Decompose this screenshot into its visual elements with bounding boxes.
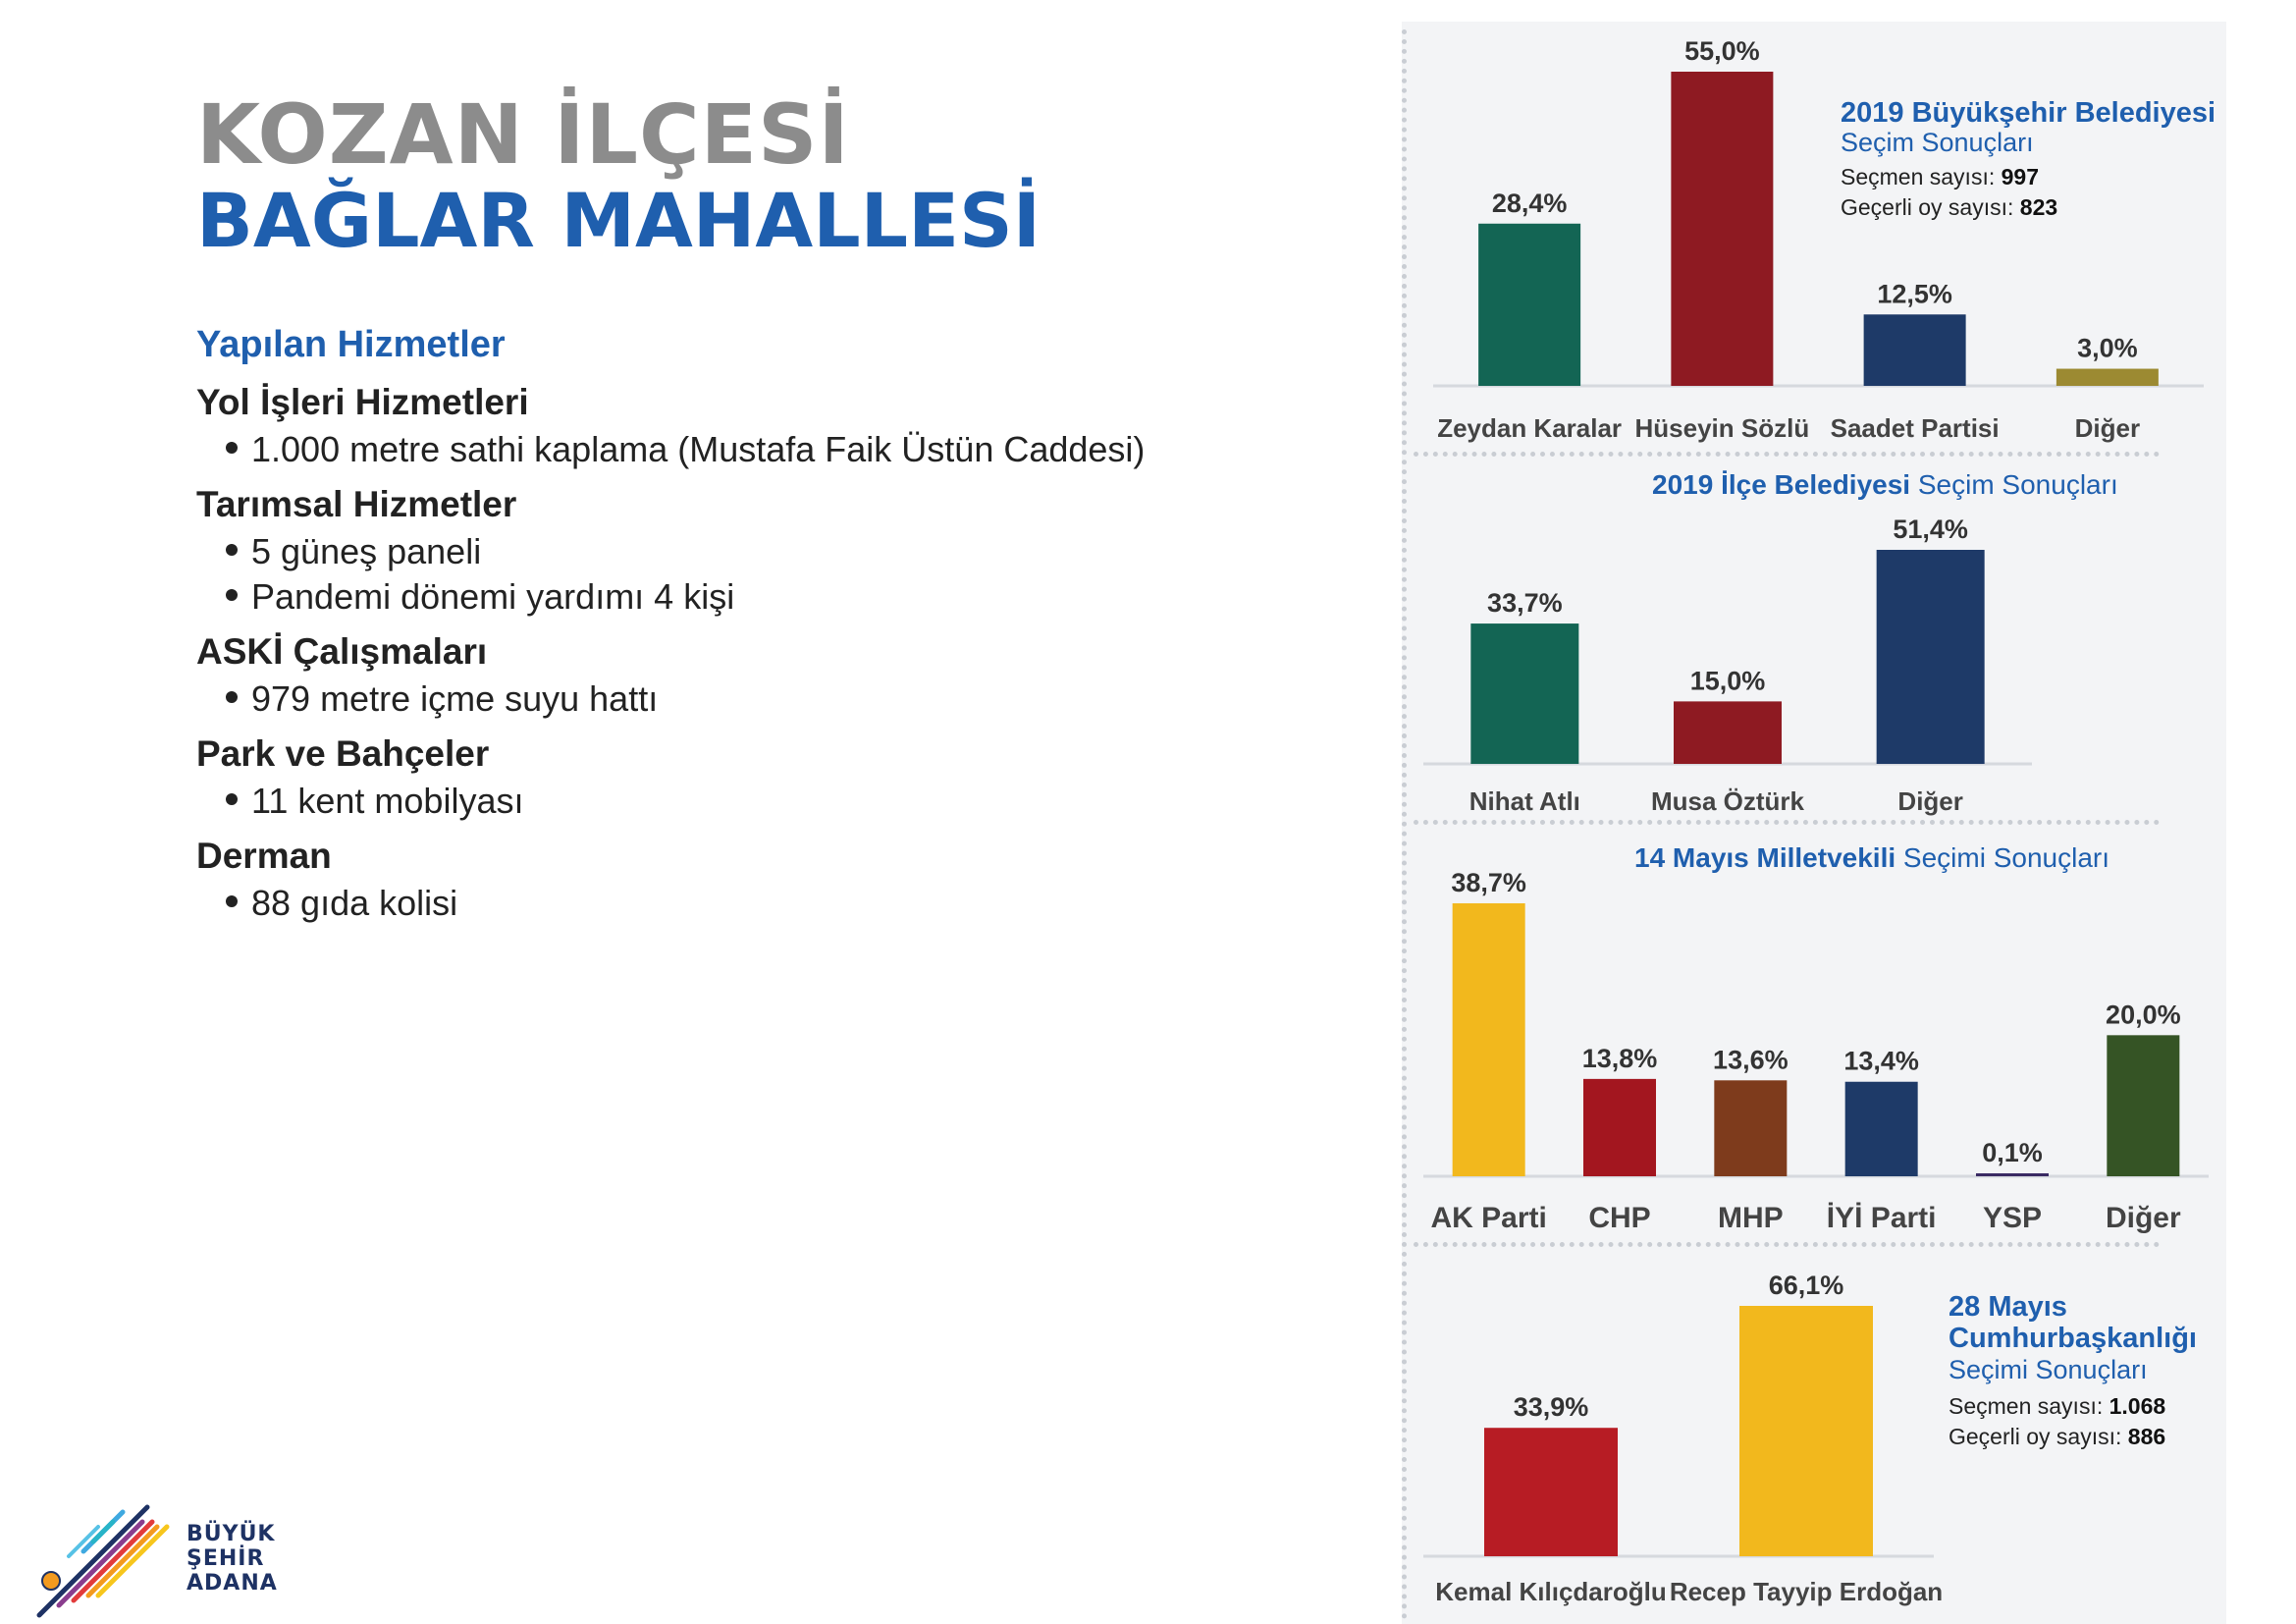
bullet-icon bbox=[226, 442, 238, 455]
services-list: Yol İşleri Hizmetleri 1.000 metre sathi k… bbox=[196, 378, 1276, 926]
service-item-text: 88 gıda kolisi bbox=[251, 883, 458, 923]
logo-text-line2: ŞEHİR bbox=[187, 1546, 265, 1571]
chart-category-label: Recep Tayyip Erdoğan bbox=[1670, 1577, 1943, 1606]
chart-bar bbox=[1470, 623, 1579, 764]
chart-category-label: Diğer bbox=[2075, 413, 2140, 443]
chart-subtitle: Seçim Sonuçları bbox=[1841, 128, 2034, 157]
service-category: Tarımsal Hizmetler 5 güneş paneli Pandemi … bbox=[196, 480, 1276, 620]
logo: BÜYÜK ŞEHİR ADANA bbox=[29, 1483, 277, 1620]
chart-value-label: 0,1% bbox=[1982, 1138, 2043, 1167]
chart-bar bbox=[1876, 550, 1985, 764]
service-item-text: Pandemi dönemi yardımı 4 kişi bbox=[251, 576, 735, 617]
chart-category-label: Kemal Kılıçdaroğlu bbox=[1435, 1577, 1667, 1606]
chart-bar bbox=[1484, 1428, 1618, 1556]
chart-category-label: AK Parti bbox=[1430, 1202, 1546, 1234]
chart-bar bbox=[1452, 903, 1525, 1176]
chart-bar bbox=[2107, 1035, 2180, 1176]
chart-bar bbox=[1674, 701, 1782, 764]
chart-bar bbox=[2056, 368, 2159, 386]
chart-title: 14 Mayıs Milletvekili Seçimi Sonuçları bbox=[1634, 842, 2109, 873]
chart-category-label: Hüseyin Sözlü bbox=[1635, 413, 1810, 443]
page-title-line1: KOZAN İLÇESİ bbox=[196, 86, 850, 183]
page-title-line2: BAĞLAR MAHALLESİ bbox=[196, 177, 1041, 264]
service-item: Pandemi dönemi yardımı 4 kişi bbox=[196, 574, 1276, 620]
chart-bar bbox=[1583, 1078, 1656, 1176]
service-category: Derman 88 gıda kolisi bbox=[196, 832, 1276, 926]
chart-value-label: 3,0% bbox=[2077, 334, 2138, 363]
service-category-title: Yol İşleri Hizmetleri bbox=[196, 382, 529, 422]
services-section: Yapılan Hizmetler Yol İşleri Hizmetleri 1… bbox=[196, 324, 1276, 934]
panel-divider bbox=[1402, 29, 1407, 1620]
service-item-text: 979 metre içme suyu hattı bbox=[251, 678, 659, 719]
logo-mark bbox=[36, 1504, 170, 1618]
chart-category-label: Diğer bbox=[1897, 786, 1962, 816]
service-item: 11 kent mobilyası bbox=[196, 779, 1276, 824]
chart-category-label: MHP bbox=[1718, 1202, 1784, 1234]
chart-bar bbox=[1976, 1173, 2049, 1176]
chart-value-label: 13,6% bbox=[1713, 1045, 1789, 1074]
chart-value-label: 20,0% bbox=[2106, 1000, 2181, 1029]
chart-value-label: 33,9% bbox=[1514, 1392, 1589, 1422]
logo-text-line3: ADANA bbox=[187, 1571, 278, 1596]
chart-bar bbox=[1863, 314, 1966, 386]
service-category: Yol İşleri Hizmetleri 1.000 metre sathi k… bbox=[196, 378, 1276, 472]
chart-category-label: CHP bbox=[1588, 1202, 1650, 1234]
chart-value-label: 51,4% bbox=[1893, 514, 1968, 544]
chart-category-label: Diğer bbox=[2106, 1202, 2181, 1234]
bullet-icon bbox=[226, 589, 238, 602]
service-item: 5 güneş paneli bbox=[196, 529, 1276, 574]
services-heading: Yapılan Hizmetler bbox=[196, 324, 506, 365]
service-category-title: Park ve Bahçeler bbox=[196, 733, 490, 774]
service-item-text: 1.000 metre sathi kaplama (Mustafa Faik … bbox=[251, 429, 1146, 469]
service-item-text: 5 güneş paneli bbox=[251, 531, 482, 571]
chart-value-label: 66,1% bbox=[1769, 1271, 1844, 1300]
chart-value-label: 28,4% bbox=[1492, 189, 1568, 218]
chart-info: Geçerli oy sayısı: 886 bbox=[1949, 1424, 2165, 1449]
chart-separator-1 bbox=[1414, 452, 2160, 457]
chart-category-label: Zeydan Karalar bbox=[1437, 413, 1622, 443]
chart-bar bbox=[1844, 1081, 1918, 1176]
logo-text-line1: BÜYÜK bbox=[187, 1522, 276, 1546]
bullet-icon bbox=[226, 895, 238, 908]
chart-category-label: Saadet Partisi bbox=[1831, 413, 2000, 443]
chart-value-label: 13,4% bbox=[1843, 1047, 1919, 1076]
chart-value-label: 12,5% bbox=[1877, 279, 1952, 308]
chart-info: Seçmen sayısı: 997 bbox=[1841, 164, 2039, 189]
chart-title: Cumhurbaşkanlığı bbox=[1949, 1323, 2197, 1354]
service-category-title: Derman bbox=[196, 836, 332, 876]
chart-info: Seçmen sayısı: 1.068 bbox=[1949, 1393, 2165, 1419]
service-category-title: Tarımsal Hizmetler bbox=[196, 484, 517, 524]
chart-bar bbox=[1714, 1080, 1788, 1176]
service-item: 979 metre içme suyu hattı bbox=[196, 677, 1276, 722]
bullet-icon bbox=[226, 544, 238, 557]
service-category: ASKİ Çalışmaları 979 metre içme suyu hatt… bbox=[196, 627, 1276, 722]
chart-bar bbox=[1671, 72, 1774, 386]
bullet-icon bbox=[226, 691, 238, 704]
service-item-text: 11 kent mobilyası bbox=[251, 781, 524, 821]
service-category: Park ve Bahçeler 11 kent mobilyası bbox=[196, 730, 1276, 824]
chart-info: Geçerli oy sayısı: 823 bbox=[1841, 194, 2057, 220]
chart-subtitle: Seçimi Sonuçları bbox=[1949, 1355, 2148, 1384]
chart-category-label: YSP bbox=[1983, 1202, 2042, 1234]
chart-separator-2 bbox=[1414, 820, 2160, 825]
chart-category-label: Musa Öztürk bbox=[1651, 786, 1805, 816]
chart-title: 28 Mayıs bbox=[1949, 1291, 2067, 1323]
service-category-title: ASKİ Çalışmaları bbox=[196, 631, 488, 672]
service-item: 88 gıda kolisi bbox=[196, 881, 1276, 926]
chart-title: 2019 İlçe Belediyesi Seçim Sonuçları bbox=[1652, 469, 2118, 500]
chart-category-label: Nihat Atlı bbox=[1469, 786, 1580, 816]
service-item: 1.000 metre sathi kaplama (Mustafa Faik … bbox=[196, 427, 1276, 472]
chart-category-label: İYİ Parti bbox=[1827, 1202, 1937, 1234]
chart-value-label: 55,0% bbox=[1684, 36, 1760, 66]
chart-value-label: 15,0% bbox=[1690, 666, 1766, 695]
chart-value-label: 33,7% bbox=[1487, 588, 1563, 618]
chart-value-label: 38,7% bbox=[1451, 868, 1526, 897]
chart-bar bbox=[1478, 223, 1581, 386]
chart-value-label: 13,8% bbox=[1582, 1044, 1658, 1073]
chart-title: 2019 Büyükşehir Belediyesi bbox=[1841, 97, 2216, 129]
chart-bar bbox=[1739, 1306, 1873, 1556]
chart-separator-3 bbox=[1414, 1242, 2160, 1247]
bullet-icon bbox=[226, 793, 238, 806]
